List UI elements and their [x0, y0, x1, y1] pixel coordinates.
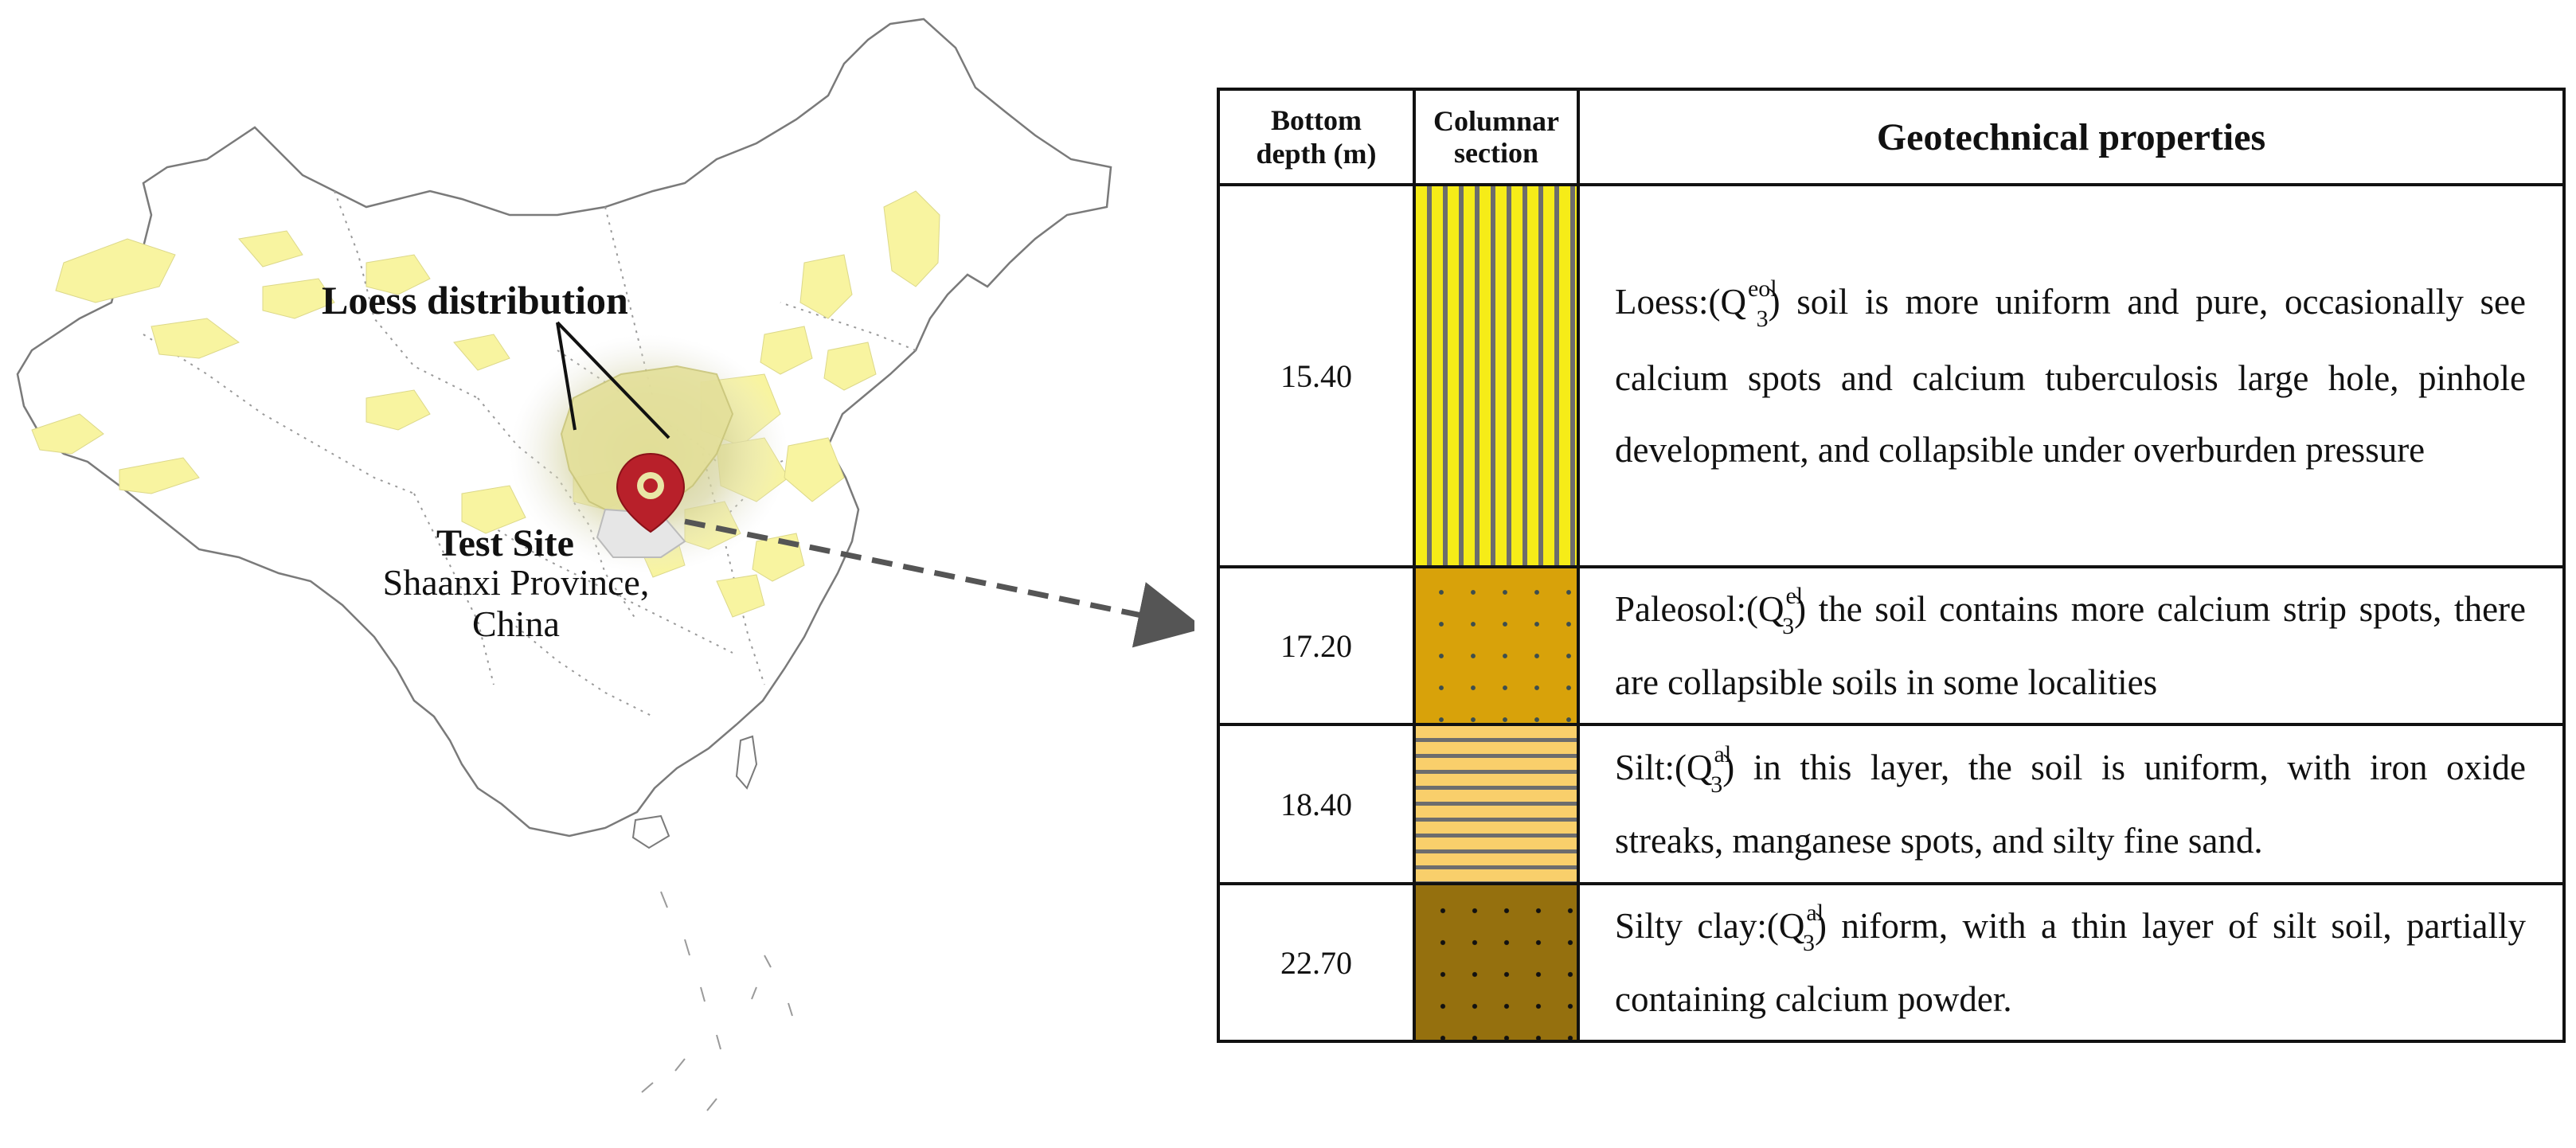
test-site-label: Test Site: [436, 522, 574, 564]
layer-name: Silt:(Q: [1615, 748, 1713, 787]
layer-subscript: 3: [1710, 771, 1723, 798]
hainan-outline: [631, 814, 670, 849]
loess-leader-line-1: [556, 322, 577, 431]
layer-description: ) the soil contains more calcium strip s…: [1615, 589, 2526, 702]
loess-distribution-areas: [31, 190, 940, 618]
loess-distribution-label: Loess distribution: [322, 278, 628, 322]
columnar-section-paleosol: [1413, 565, 1580, 726]
soil-strata-table: Bottom depth (m) Columnar section Geotec…: [1217, 88, 2566, 1043]
table-row: 22.70 Silty clay:(Qal 3) niform, with a t…: [1217, 882, 2566, 1043]
layer-subscript: 3: [1756, 306, 1769, 332]
layer-superscript: al: [1714, 741, 1732, 767]
layer-name: Loess:(Q: [1615, 282, 1746, 322]
depth-cell: 18.40: [1217, 723, 1416, 885]
silty-clay-pattern: [1416, 885, 1577, 1040]
layer-superscript: el: [1785, 583, 1804, 609]
properties-cell: Paleosol:(Qel 3) the soil contains more c…: [1577, 565, 2566, 726]
header-columnar-section: Columnar section: [1413, 88, 1580, 186]
layer-subscript: 3: [1782, 613, 1795, 639]
paleosol-pattern: [1416, 568, 1577, 723]
taiwan-outline: [735, 735, 758, 790]
south-china-sea-islands: [641, 891, 793, 1111]
layer-name: Silty clay:(Q: [1615, 906, 1805, 946]
columnar-section-silt: [1413, 723, 1580, 885]
properties-cell: Silty clay:(Qal 3) niform, with a thin la…: [1577, 882, 2566, 1043]
china-loess-map: Loess distribution Test Site Shaanxi Pro…: [0, 0, 1205, 1144]
test-site-location-line2: China: [472, 603, 560, 644]
shaanxi-region: [560, 365, 734, 519]
layer-subscript: 3: [1803, 930, 1816, 956]
depth-cell: 17.20: [1217, 565, 1416, 726]
header-bottom-depth: Bottom depth (m): [1217, 88, 1416, 186]
table-row: 15.40 Loess:(Qeol 3) soil is more uniform…: [1217, 183, 2566, 568]
depth-cell: 15.40: [1217, 183, 1416, 568]
loess-pattern: [1416, 186, 1577, 565]
columnar-section-silty-clay: [1413, 882, 1580, 1043]
header-columnar-section-line1: Columnar: [1433, 105, 1559, 137]
header-bottom-depth-line2: depth (m): [1256, 138, 1377, 170]
map-graphic: [16, 18, 1205, 1111]
layer-superscript: eol: [1747, 275, 1777, 302]
columnar-section-loess: [1413, 183, 1580, 568]
test-site-location: Shaanxi Province, China: [357, 562, 675, 645]
table-row: 18.40 Silt:(Qal 3) in this layer, the soi…: [1217, 723, 2566, 885]
header-bottom-depth-line1: Bottom: [1271, 104, 1362, 136]
header-columnar-section-line2: section: [1454, 137, 1538, 169]
header-geotechnical-properties: Geotechnical properties: [1577, 88, 2566, 186]
table-header-row: Bottom depth (m) Columnar section Geotec…: [1217, 88, 2566, 186]
site-arrow: [684, 518, 1205, 648]
table-row: 17.20 Paleosol:(Qel 3) the soil contains …: [1217, 565, 2566, 726]
loess-leader-line-2: [556, 321, 670, 439]
depth-cell: 22.70: [1217, 882, 1416, 1043]
location-pin-icon: [616, 452, 686, 533]
silt-pattern: [1416, 726, 1577, 882]
layer-description: ) niform, with a thin layer of silt soil…: [1615, 906, 2526, 1019]
properties-cell: Loess:(Qeol 3) soil is more uniform and p…: [1577, 183, 2566, 568]
test-site-location-line1: Shaanxi Province,: [382, 562, 650, 603]
layer-description: ) in this layer, the soil is uniform, wi…: [1615, 748, 2526, 861]
layer-description: ) soil is more uniform and pure, occasio…: [1615, 282, 2526, 470]
layer-name: Paleosol:(Q: [1615, 589, 1784, 629]
properties-cell: Silt:(Qal 3) in this layer, the soil is u…: [1577, 723, 2566, 885]
layer-superscript: al: [1806, 900, 1824, 926]
